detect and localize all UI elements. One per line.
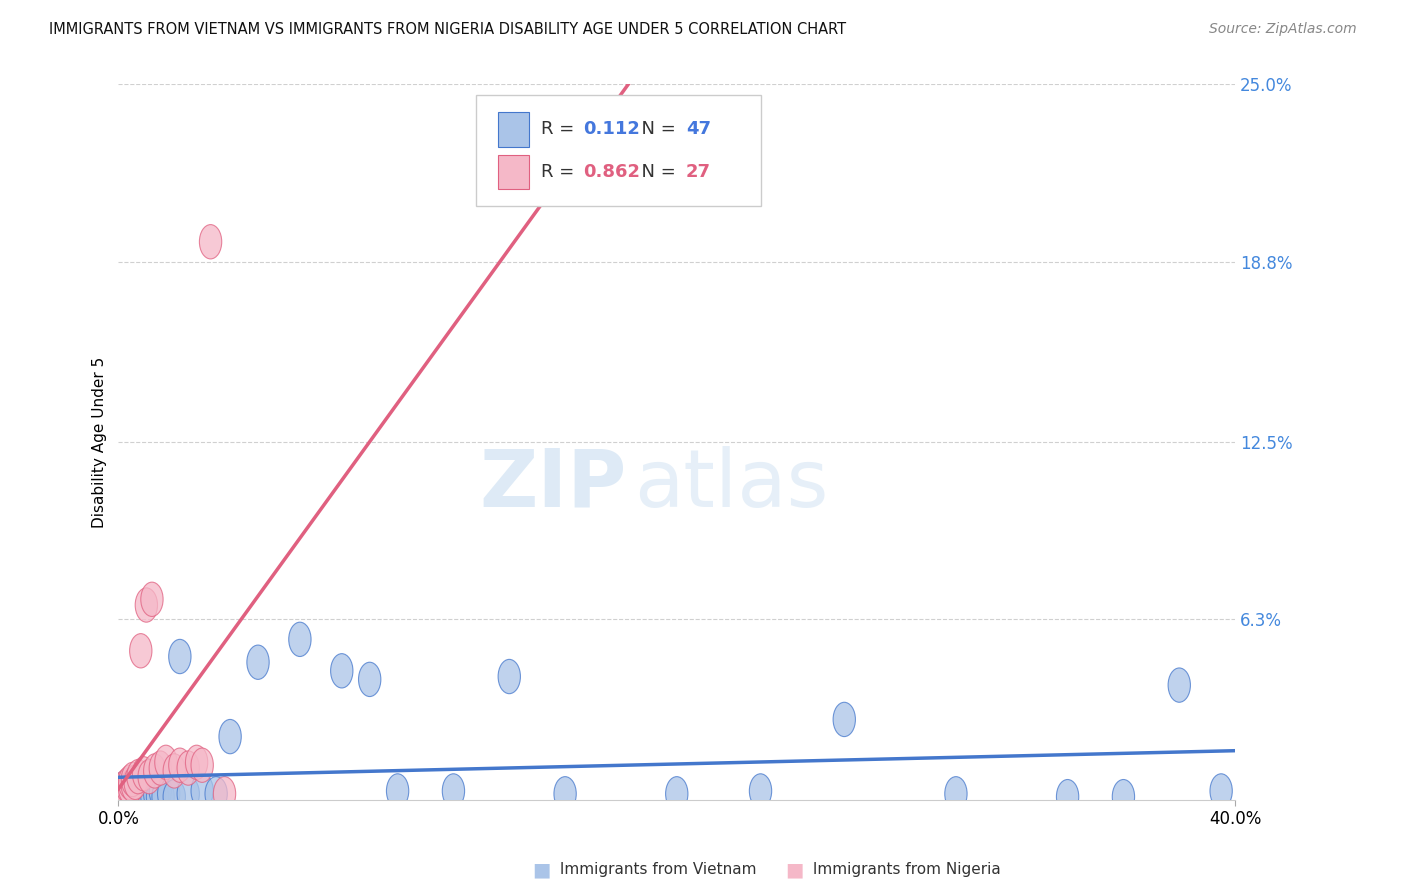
Ellipse shape bbox=[191, 748, 214, 782]
Ellipse shape bbox=[129, 773, 152, 808]
Ellipse shape bbox=[121, 763, 143, 797]
Text: Immigrants from Vietnam: Immigrants from Vietnam bbox=[555, 863, 756, 877]
Ellipse shape bbox=[112, 771, 135, 805]
Ellipse shape bbox=[443, 773, 464, 808]
Ellipse shape bbox=[121, 768, 143, 803]
Ellipse shape bbox=[138, 777, 160, 811]
FancyBboxPatch shape bbox=[475, 95, 761, 206]
Ellipse shape bbox=[118, 765, 141, 799]
Ellipse shape bbox=[1168, 668, 1191, 702]
Ellipse shape bbox=[121, 777, 143, 811]
Y-axis label: Disability Age Under 5: Disability Age Under 5 bbox=[93, 357, 107, 527]
Ellipse shape bbox=[163, 780, 186, 814]
Text: Immigrants from Nigeria: Immigrants from Nigeria bbox=[808, 863, 1001, 877]
Text: atlas: atlas bbox=[634, 446, 828, 524]
Ellipse shape bbox=[288, 623, 311, 657]
Ellipse shape bbox=[141, 582, 163, 616]
Ellipse shape bbox=[219, 720, 242, 754]
Ellipse shape bbox=[110, 773, 132, 808]
Ellipse shape bbox=[118, 777, 141, 811]
Ellipse shape bbox=[247, 645, 269, 680]
Ellipse shape bbox=[143, 777, 166, 811]
Text: N =: N = bbox=[630, 120, 682, 138]
Ellipse shape bbox=[146, 780, 169, 814]
Ellipse shape bbox=[129, 633, 152, 668]
Ellipse shape bbox=[169, 640, 191, 673]
Text: R =: R = bbox=[540, 120, 579, 138]
Ellipse shape bbox=[214, 777, 236, 811]
Text: IMMIGRANTS FROM VIETNAM VS IMMIGRANTS FROM NIGERIA DISABILITY AGE UNDER 5 CORREL: IMMIGRANTS FROM VIETNAM VS IMMIGRANTS FR… bbox=[49, 22, 846, 37]
FancyBboxPatch shape bbox=[498, 154, 530, 189]
Ellipse shape bbox=[163, 754, 186, 789]
Ellipse shape bbox=[118, 780, 141, 814]
Ellipse shape bbox=[127, 777, 149, 811]
Ellipse shape bbox=[112, 771, 135, 805]
Ellipse shape bbox=[330, 654, 353, 688]
Ellipse shape bbox=[945, 777, 967, 811]
Ellipse shape bbox=[1112, 780, 1135, 814]
Ellipse shape bbox=[129, 780, 152, 814]
Ellipse shape bbox=[110, 773, 132, 808]
Text: 27: 27 bbox=[686, 163, 710, 181]
Ellipse shape bbox=[149, 773, 172, 808]
Ellipse shape bbox=[359, 662, 381, 697]
Text: ■: ■ bbox=[531, 860, 551, 880]
Ellipse shape bbox=[112, 777, 135, 811]
Ellipse shape bbox=[834, 702, 855, 737]
Ellipse shape bbox=[1056, 780, 1078, 814]
Ellipse shape bbox=[1211, 773, 1232, 808]
Ellipse shape bbox=[121, 773, 143, 808]
Ellipse shape bbox=[149, 751, 172, 785]
Ellipse shape bbox=[115, 773, 138, 808]
Ellipse shape bbox=[132, 756, 155, 791]
Ellipse shape bbox=[143, 754, 166, 789]
Ellipse shape bbox=[191, 773, 214, 808]
Text: 47: 47 bbox=[686, 120, 710, 138]
Ellipse shape bbox=[135, 780, 157, 814]
Ellipse shape bbox=[138, 759, 160, 794]
Ellipse shape bbox=[124, 773, 146, 808]
Text: 0.112: 0.112 bbox=[583, 120, 640, 138]
Ellipse shape bbox=[141, 780, 163, 814]
Text: ■: ■ bbox=[785, 860, 804, 880]
Ellipse shape bbox=[665, 777, 688, 811]
Ellipse shape bbox=[124, 765, 146, 799]
Ellipse shape bbox=[157, 777, 180, 811]
Text: Source: ZipAtlas.com: Source: ZipAtlas.com bbox=[1209, 22, 1357, 37]
Ellipse shape bbox=[205, 777, 228, 811]
Text: N =: N = bbox=[630, 163, 682, 181]
Ellipse shape bbox=[127, 780, 149, 814]
Text: ZIP: ZIP bbox=[479, 446, 627, 524]
Ellipse shape bbox=[110, 780, 132, 814]
Ellipse shape bbox=[115, 773, 138, 808]
Ellipse shape bbox=[177, 777, 200, 811]
Ellipse shape bbox=[110, 780, 132, 814]
Ellipse shape bbox=[112, 777, 135, 811]
Ellipse shape bbox=[387, 773, 409, 808]
Ellipse shape bbox=[115, 780, 138, 814]
Ellipse shape bbox=[554, 777, 576, 811]
Text: R =: R = bbox=[540, 163, 579, 181]
Ellipse shape bbox=[186, 745, 208, 780]
Ellipse shape bbox=[749, 773, 772, 808]
FancyBboxPatch shape bbox=[498, 112, 530, 146]
Ellipse shape bbox=[155, 745, 177, 780]
Ellipse shape bbox=[169, 748, 191, 782]
Ellipse shape bbox=[177, 751, 200, 785]
Ellipse shape bbox=[132, 777, 155, 811]
Ellipse shape bbox=[118, 771, 141, 805]
Text: 0.862: 0.862 bbox=[583, 163, 640, 181]
Ellipse shape bbox=[200, 225, 222, 259]
Ellipse shape bbox=[124, 780, 146, 814]
Ellipse shape bbox=[152, 780, 174, 814]
Ellipse shape bbox=[498, 659, 520, 694]
Ellipse shape bbox=[127, 759, 149, 794]
Ellipse shape bbox=[135, 588, 157, 623]
Ellipse shape bbox=[115, 768, 138, 803]
